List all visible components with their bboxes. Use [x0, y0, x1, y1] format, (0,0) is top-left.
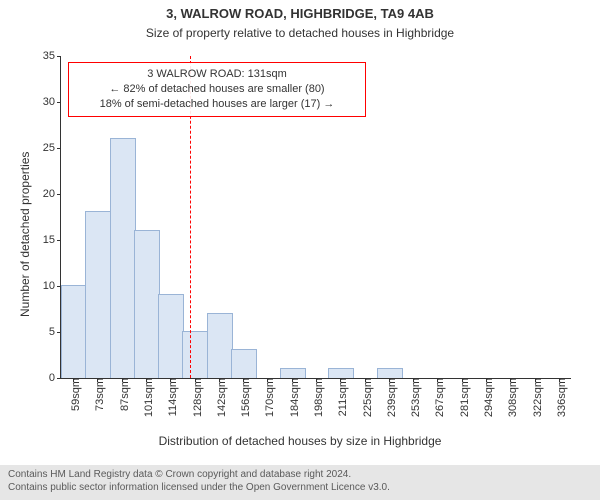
histogram-bar — [182, 331, 208, 378]
x-tick-label: 211sqm — [331, 378, 349, 416]
x-tick-label: 87sqm — [113, 378, 131, 411]
y-tick-label: 35 — [43, 50, 61, 62]
y-tick-label: 20 — [43, 188, 61, 200]
x-tick-label: 114sqm — [161, 378, 179, 416]
x-tick-label: 73sqm — [88, 378, 106, 411]
histogram-bar — [158, 294, 184, 378]
annotation-box: 3 WALROW ROAD: 131sqm← 82% of detached h… — [68, 62, 366, 117]
histogram-bar — [134, 230, 160, 378]
histogram-bar — [377, 368, 403, 378]
histogram-bar — [280, 368, 306, 378]
x-tick-label: 142sqm — [210, 378, 228, 417]
x-tick-label: 308sqm — [501, 378, 519, 417]
annotation-line: 18% of semi-detached houses are larger (… — [77, 97, 357, 112]
x-tick-label: 322sqm — [526, 378, 544, 417]
y-tick-label: 15 — [43, 234, 61, 246]
chart-title: 3, WALROW ROAD, HIGHBRIDGE, TA9 4AB — [0, 6, 600, 21]
chart-container: { "chart": { "type": "histogram", "title… — [0, 0, 600, 500]
x-tick-label: 128sqm — [186, 378, 204, 417]
annotation-line: 3 WALROW ROAD: 131sqm — [77, 67, 357, 82]
x-tick-label: 239sqm — [380, 378, 398, 417]
y-tick-label: 5 — [49, 326, 61, 338]
histogram-bar — [85, 211, 111, 378]
footer-attribution: Contains HM Land Registry data © Crown c… — [0, 465, 600, 500]
x-tick-label: 184sqm — [283, 378, 301, 417]
x-tick-label: 294sqm — [477, 378, 495, 417]
histogram-bar — [110, 138, 136, 378]
histogram-bar — [231, 349, 257, 378]
footer-line-2: Contains public sector information licen… — [8, 482, 592, 495]
x-tick-label: 253sqm — [404, 378, 422, 417]
annotation-line: ← 82% of detached houses are smaller (80… — [77, 82, 357, 97]
x-tick-label: 281sqm — [453, 378, 471, 417]
y-axis-label: Number of detached properties — [18, 152, 32, 317]
x-tick-label: 59sqm — [64, 378, 82, 411]
x-tick-label: 101sqm — [137, 378, 155, 417]
x-tick-label: 336sqm — [550, 378, 568, 417]
y-tick-label: 0 — [49, 372, 61, 384]
x-axis-label: Distribution of detached houses by size … — [0, 434, 600, 448]
histogram-bar — [207, 313, 233, 378]
x-tick-label: 198sqm — [307, 378, 325, 417]
x-tick-label: 170sqm — [258, 378, 276, 417]
y-tick-label: 10 — [43, 280, 61, 292]
y-tick-label: 25 — [43, 142, 61, 154]
histogram-bar — [328, 368, 354, 378]
x-tick-label: 156sqm — [234, 378, 252, 417]
y-tick-label: 30 — [43, 96, 61, 108]
x-tick-label: 267sqm — [428, 378, 446, 417]
chart-subtitle: Size of property relative to detached ho… — [0, 26, 600, 40]
histogram-bar — [61, 285, 87, 378]
x-tick-label: 225sqm — [356, 378, 374, 417]
footer-line-1: Contains HM Land Registry data © Crown c… — [8, 469, 592, 482]
